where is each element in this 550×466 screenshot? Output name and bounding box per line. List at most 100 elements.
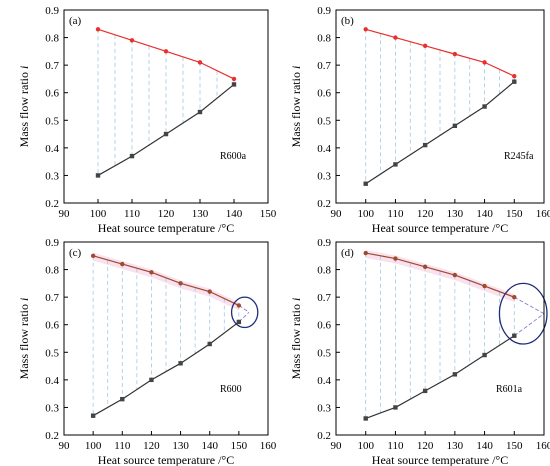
- x-tick-label: 120: [143, 440, 160, 452]
- lower-point: [197, 109, 203, 115]
- x-tick-label: 90: [331, 440, 343, 452]
- lower-point: [512, 79, 517, 84]
- upper-point: [207, 289, 212, 294]
- x-tick-label: 160: [260, 440, 277, 452]
- y-tick-label: 0.4: [317, 143, 331, 155]
- fluid-label: R600a: [220, 151, 247, 162]
- lower-series-line: [365, 81, 515, 185]
- y-tick-label: 0.2: [45, 198, 59, 210]
- y-tick-label: 0.5: [317, 115, 331, 127]
- panel-tag: (d): [341, 247, 354, 259]
- upper-point: [422, 264, 428, 270]
- y-tick-label: 0.6: [317, 88, 331, 100]
- y-tick-label: 0.5: [45, 347, 59, 359]
- lower-point: [393, 405, 398, 410]
- y-tick-label: 0.9: [317, 237, 331, 249]
- x-tick-label: 140: [476, 208, 493, 220]
- upper-point: [482, 283, 487, 289]
- y-tick-label: 0.3: [45, 402, 59, 414]
- y-tick-label: 0.6: [45, 88, 59, 100]
- upper-point: [482, 60, 487, 65]
- upper-series-line: [92, 255, 240, 306]
- upper-point: [129, 38, 135, 43]
- y-axis-title-var: i: [289, 66, 303, 69]
- lower-point: [422, 388, 428, 394]
- x-axis-title: Heat source temperature /°C: [98, 221, 234, 235]
- x-tick-label: 160: [536, 208, 550, 220]
- lower-point: [512, 333, 517, 338]
- y-tick-label: 0.9: [45, 237, 59, 249]
- x-axis-title: Heat source temperature /°C: [372, 221, 508, 235]
- lower-point: [120, 396, 125, 402]
- y-axis-title: Mass flow ratio i: [289, 298, 303, 380]
- panel-tag: (b): [341, 15, 354, 27]
- y-tick-label: 0.3: [317, 170, 331, 182]
- lower-point: [90, 413, 96, 418]
- y-tick-label: 0.9: [45, 5, 59, 17]
- upper-point: [452, 272, 458, 278]
- upper-point: [452, 51, 458, 57]
- y-tick-label: 0.7: [317, 292, 331, 304]
- panel-b: 90 100 110 120 130 140 150 160 0.2 0.3 0.4 0.5 0.6 0.…: [289, 5, 550, 235]
- y-axis-title-var: i: [17, 298, 31, 301]
- lower-point: [422, 142, 428, 148]
- lower-point: [129, 153, 135, 159]
- fluid-label: R600: [220, 384, 242, 395]
- plot-frame: [335, 9, 545, 204]
- shaded-band: [365, 250, 515, 303]
- x-tick-label: 130: [447, 440, 464, 452]
- y-axis-title-text: Mass flow ratio: [289, 301, 303, 379]
- lower-point: [236, 319, 242, 325]
- y-tick-label: 0.9: [317, 5, 331, 17]
- lower-point: [363, 181, 368, 186]
- y-tick-label: 0.7: [317, 60, 331, 72]
- lower-point: [149, 377, 154, 383]
- upper-point: [231, 76, 237, 82]
- x-tick-label: 120: [158, 208, 175, 220]
- x-tick-label: 130: [447, 208, 464, 220]
- upper-point: [512, 73, 517, 79]
- upper-point: [393, 256, 398, 261]
- panel-d: 90 100 110 120 130 140 150 160 0.2 0.3 0.4 0.5 0.6 0.…: [289, 237, 550, 466]
- fluid-label: R601a: [496, 384, 523, 395]
- x-tick-label: 150: [260, 208, 277, 220]
- x-tick-label: 130: [192, 208, 209, 220]
- x-tick-label: 100: [357, 208, 374, 220]
- y-tick-label: 0.6: [45, 320, 59, 332]
- x-tick-label: 90: [59, 440, 71, 452]
- x-tick-label: 140: [476, 440, 493, 452]
- upper-point: [163, 49, 169, 54]
- y-axis-title-var: i: [17, 66, 31, 69]
- lower-series-line: [92, 321, 240, 417]
- upper-point: [363, 27, 368, 32]
- upper-point: [95, 27, 101, 32]
- y-axis-title: Mass flow ratio i: [17, 298, 31, 380]
- lower-point: [207, 341, 212, 347]
- y-tick-label: 0.3: [45, 170, 59, 182]
- upper-point: [120, 261, 125, 267]
- x-tick-label: 160: [536, 440, 550, 452]
- lower-point: [231, 82, 237, 87]
- y-tick-label: 0.4: [45, 375, 59, 387]
- y-tick-label: 0.2: [45, 430, 59, 442]
- lower-point: [393, 162, 398, 167]
- y-axis-title-text: Mass flow ratio: [17, 69, 31, 147]
- x-tick-label: 100: [357, 440, 374, 452]
- x-tick-label: 110: [124, 208, 141, 220]
- lower-point: [482, 352, 487, 358]
- x-tick-label: 140: [201, 440, 218, 452]
- y-tick-label: 0.4: [317, 375, 331, 387]
- y-tick-label: 0.5: [45, 115, 59, 127]
- x-tick-label: 110: [387, 440, 404, 452]
- y-axis-title-text: Mass flow ratio: [289, 69, 303, 147]
- lower-point: [452, 372, 458, 377]
- lower-point: [452, 123, 458, 128]
- x-tick-label: 100: [90, 208, 107, 220]
- y-tick-label: 0.5: [317, 347, 331, 359]
- y-axis-title-text: Mass flow ratio: [17, 301, 31, 379]
- y-tick-label: 0.4: [45, 143, 59, 155]
- upper-series-line: [365, 252, 515, 298]
- y-tick-label: 0.3: [317, 402, 331, 414]
- panel-tag: (a): [69, 15, 82, 27]
